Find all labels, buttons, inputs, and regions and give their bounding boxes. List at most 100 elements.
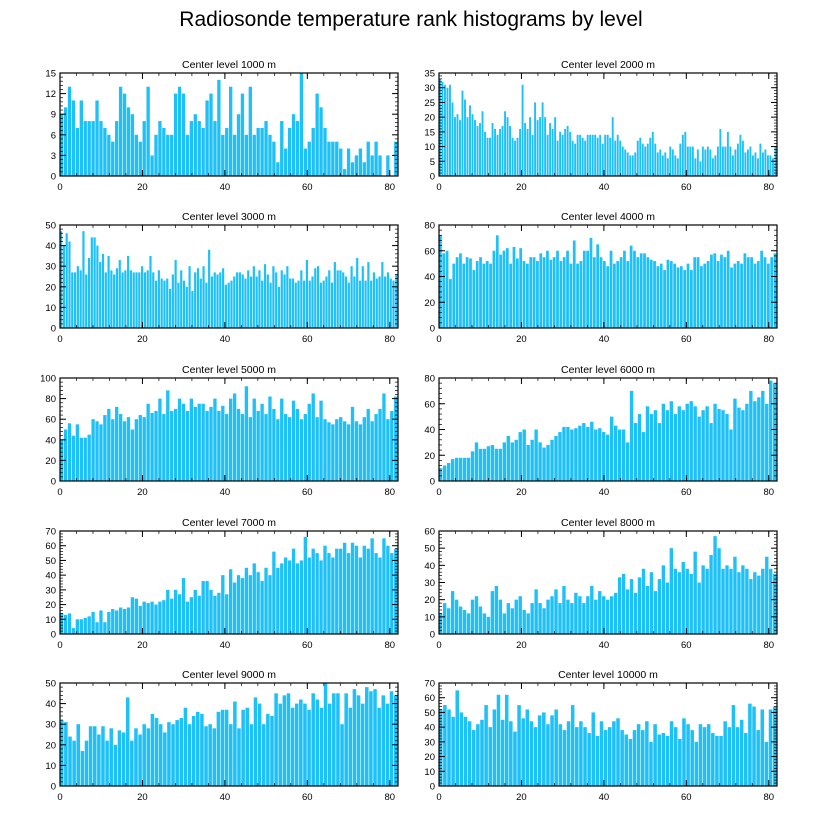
bar	[294, 703, 299, 786]
bar	[386, 155, 390, 176]
bar	[676, 158, 679, 176]
bar	[486, 616, 491, 634]
bar	[733, 263, 737, 329]
bar	[620, 730, 624, 786]
bar	[657, 734, 661, 786]
bar	[181, 403, 186, 481]
bar	[474, 442, 479, 482]
panel-3: Center level 3000 m 0 10 20 30 40 50 0 20 40 60 80	[45, 211, 399, 345]
panel-title: Center level 9000 m	[182, 669, 276, 681]
bar	[75, 424, 80, 481]
bar	[574, 428, 578, 481]
bar	[704, 149, 707, 176]
bar	[582, 603, 586, 634]
y-tick-label: 40	[424, 272, 435, 283]
bar	[307, 403, 311, 481]
bar	[599, 134, 602, 176]
bar	[362, 162, 366, 176]
bar	[494, 128, 496, 176]
bar	[221, 405, 225, 481]
bar	[121, 272, 124, 328]
bar	[749, 390, 753, 482]
bar	[394, 141, 398, 176]
bar	[524, 123, 527, 176]
bar	[171, 274, 174, 328]
bar	[621, 573, 626, 634]
bar	[122, 421, 127, 481]
bar	[154, 604, 158, 634]
bar	[138, 734, 142, 786]
bar	[514, 439, 518, 481]
y-tick-label: 20	[424, 298, 435, 309]
bar	[319, 400, 323, 481]
bar	[505, 248, 509, 328]
bar	[118, 86, 123, 176]
bar	[356, 695, 361, 786]
bar	[506, 117, 509, 176]
bar	[261, 724, 266, 786]
bar	[765, 403, 769, 481]
bar	[711, 158, 714, 176]
bar	[685, 568, 689, 634]
bar	[749, 579, 753, 634]
y-tick-label: 20	[45, 600, 56, 611]
bar	[157, 270, 160, 328]
bar	[76, 266, 79, 328]
bar	[594, 134, 597, 176]
bar	[558, 603, 562, 634]
bar	[455, 690, 460, 786]
bar	[465, 257, 469, 328]
bar	[240, 93, 245, 176]
bar	[138, 606, 142, 634]
bar	[142, 417, 146, 481]
y-tick-label: 15	[424, 127, 435, 138]
bar	[756, 158, 759, 176]
bar	[166, 278, 169, 328]
bar	[696, 257, 700, 328]
bar	[249, 724, 254, 786]
bar	[315, 93, 319, 176]
bar	[562, 730, 567, 786]
bar	[734, 149, 737, 176]
bar	[213, 272, 216, 328]
bar	[574, 143, 577, 176]
bar	[323, 419, 327, 481]
bar	[280, 270, 283, 328]
bar	[490, 444, 495, 481]
bar	[278, 703, 282, 786]
bar	[773, 573, 777, 634]
bar	[339, 417, 343, 481]
bar	[514, 599, 518, 634]
y-tick-label: 10	[424, 767, 435, 778]
bar	[515, 258, 519, 328]
bar	[756, 261, 760, 328]
bar	[596, 137, 599, 176]
bar	[394, 396, 398, 481]
y-tick-label: 0	[430, 324, 435, 335]
bar	[458, 606, 463, 634]
bar	[237, 728, 241, 786]
bar	[111, 608, 115, 634]
y-tick-label: 0	[430, 630, 435, 641]
y-tick-label: 40	[424, 723, 435, 734]
bar	[715, 735, 719, 786]
bar	[478, 606, 483, 634]
bar	[445, 250, 449, 328]
bar	[637, 577, 642, 634]
bar	[99, 262, 102, 328]
panel-title: Center level 8000 m	[561, 517, 655, 529]
bar	[141, 266, 144, 328]
bar	[366, 548, 370, 634]
bar	[592, 257, 596, 328]
bar	[719, 128, 722, 176]
bar	[521, 718, 525, 786]
bar	[284, 414, 288, 481]
bar	[519, 248, 523, 328]
bar	[490, 591, 495, 634]
bar	[244, 567, 249, 634]
bar	[447, 709, 451, 786]
bar	[270, 715, 274, 786]
bar	[768, 709, 773, 786]
y-tick-label: 0	[430, 477, 435, 488]
y-tick-label: 6	[51, 130, 56, 141]
